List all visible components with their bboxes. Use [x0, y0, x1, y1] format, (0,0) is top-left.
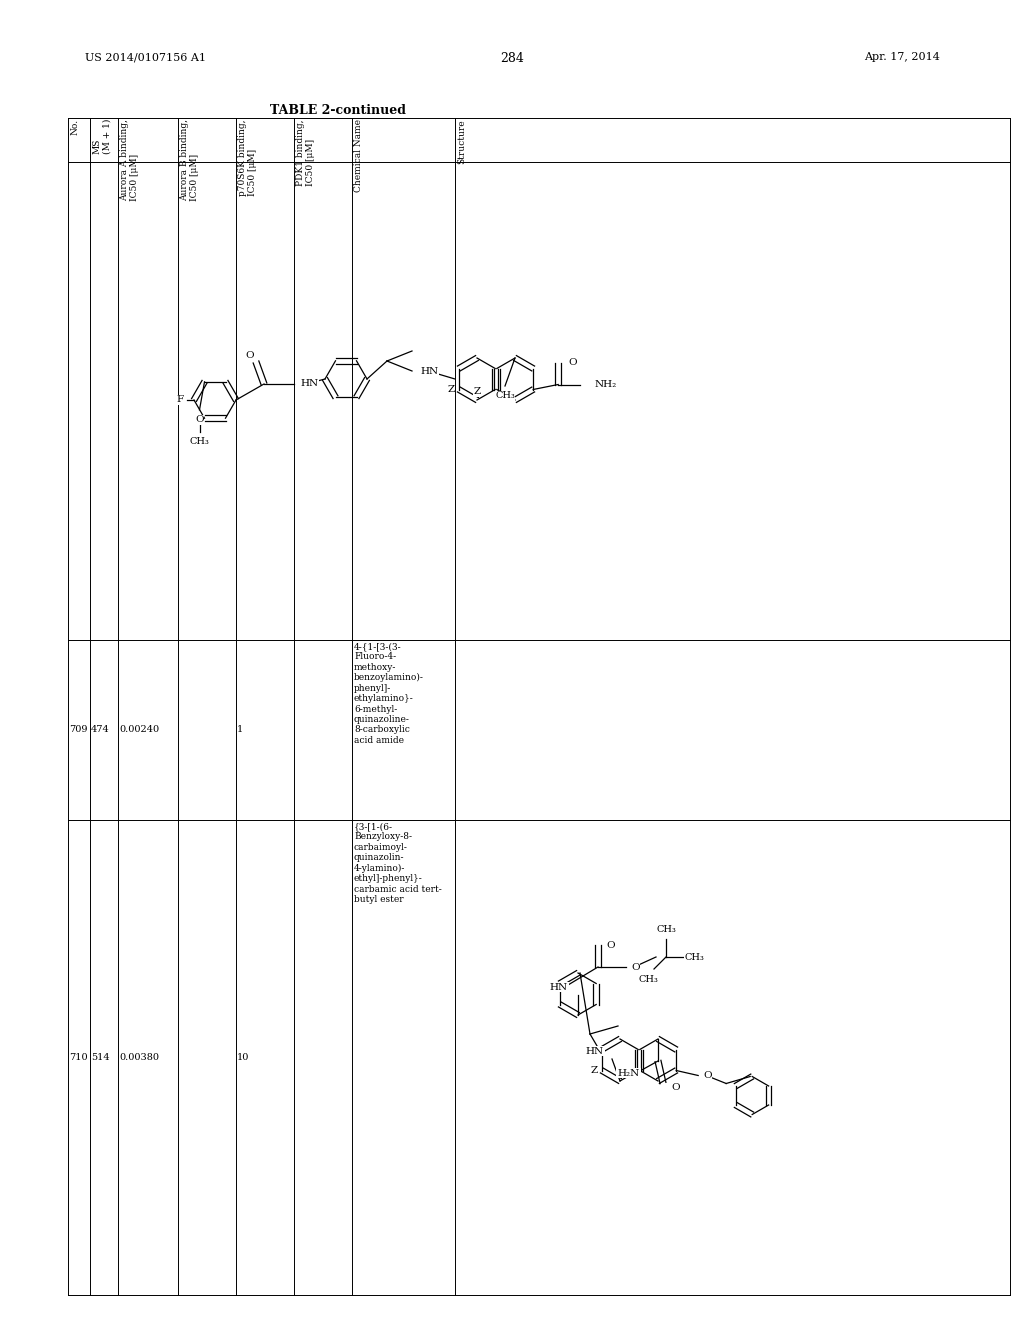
- Text: O: O: [671, 1084, 680, 1093]
- Text: 710: 710: [69, 1053, 88, 1063]
- Text: 0.00380: 0.00380: [119, 1053, 159, 1063]
- Text: TABLE 2-continued: TABLE 2-continued: [270, 104, 406, 117]
- Text: Apr. 17, 2014: Apr. 17, 2014: [864, 51, 940, 62]
- Text: 709: 709: [69, 726, 87, 734]
- Text: US 2014/0107156 A1: US 2014/0107156 A1: [85, 51, 206, 62]
- Text: CH₃: CH₃: [495, 392, 515, 400]
- Text: O: O: [196, 416, 204, 424]
- Text: CH₃: CH₃: [638, 974, 658, 983]
- Text: Z: Z: [473, 388, 480, 396]
- Text: Structure: Structure: [457, 119, 466, 164]
- Text: 4-{1-[3-(3-
Fluoro-4-
methoxy-
benzoylamino)-
phenyl]-
ethylamino}-
6-methyl-
qu: 4-{1-[3-(3- Fluoro-4- methoxy- benzoylam…: [354, 642, 424, 744]
- Text: O: O: [246, 351, 254, 359]
- Text: HN: HN: [300, 380, 318, 388]
- Text: H₂N: H₂N: [617, 1068, 640, 1077]
- Text: O: O: [606, 940, 614, 949]
- Text: {3-[1-(6-
Benzyloxy-8-
carbaimoyl-
quinazolin-
4-ylamino)-
ethyl]-phenyl}-
carba: {3-[1-(6- Benzyloxy-8- carbaimoyl- quina…: [354, 822, 441, 904]
- Text: 0.00240: 0.00240: [119, 726, 159, 734]
- Text: O: O: [631, 962, 640, 972]
- Text: 284: 284: [500, 51, 524, 65]
- Text: Z: Z: [447, 385, 455, 393]
- Text: 474: 474: [91, 726, 110, 734]
- Text: No.: No.: [70, 119, 79, 135]
- Text: Chemical Name: Chemical Name: [354, 119, 362, 191]
- Text: Aurora A binding,
IC50 [μM]: Aurora A binding, IC50 [μM]: [120, 119, 139, 201]
- Text: HN: HN: [586, 1047, 604, 1056]
- Text: CH₃: CH₃: [684, 953, 703, 961]
- Text: 10: 10: [237, 1053, 250, 1063]
- Text: O: O: [568, 358, 577, 367]
- Text: CH₃: CH₃: [189, 437, 210, 446]
- Text: CH₃: CH₃: [656, 924, 676, 933]
- Text: MS
(M + 1): MS (M + 1): [92, 119, 112, 154]
- Text: 514: 514: [91, 1053, 110, 1063]
- Text: HN: HN: [550, 982, 568, 991]
- Text: HN: HN: [420, 367, 438, 375]
- Text: NH₂: NH₂: [594, 380, 616, 389]
- Text: Aurora B binding,
IC50 [μM]: Aurora B binding, IC50 [μM]: [180, 119, 200, 201]
- Text: F: F: [177, 396, 184, 404]
- Text: Z: Z: [616, 1068, 624, 1077]
- Text: Z: Z: [590, 1067, 597, 1074]
- Text: PDK1 binding,
IC50 [μM]: PDK1 binding, IC50 [μM]: [296, 119, 315, 186]
- Text: p70S6K binding,
IC50 [μM]: p70S6K binding, IC50 [μM]: [238, 119, 257, 195]
- Text: O: O: [703, 1071, 712, 1080]
- Text: 1: 1: [237, 726, 244, 734]
